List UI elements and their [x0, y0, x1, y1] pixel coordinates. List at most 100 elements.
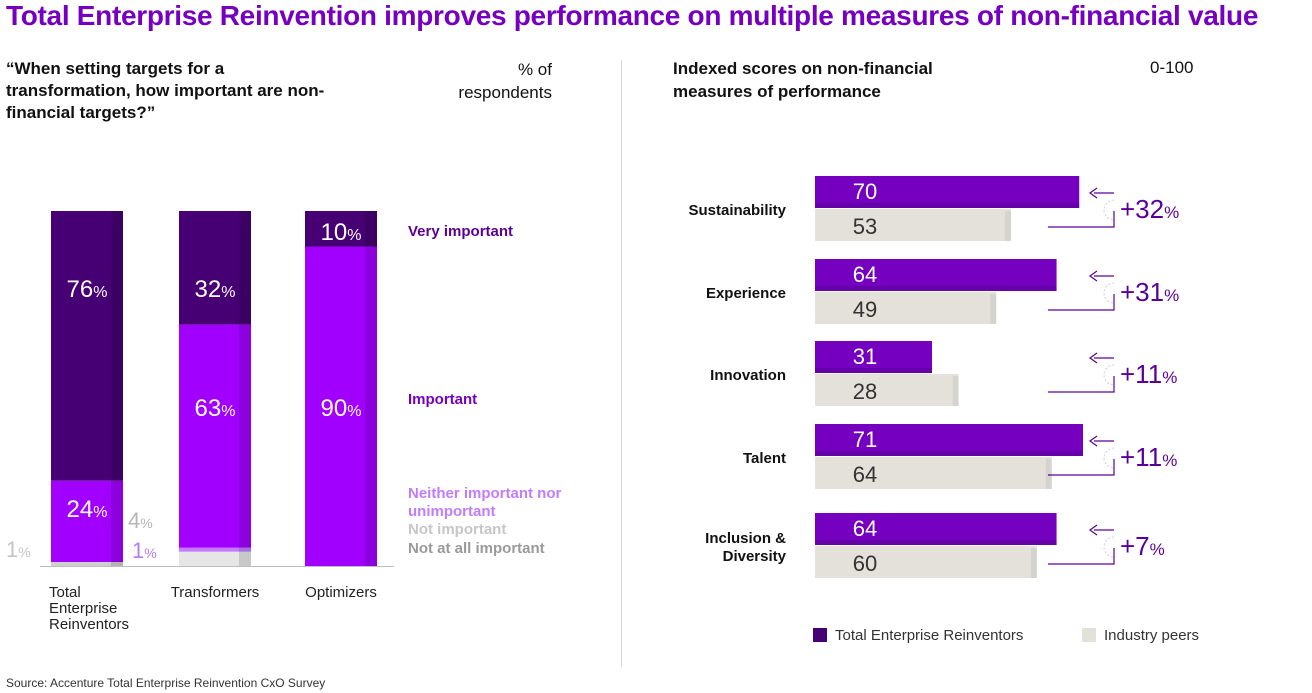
stack-segment-0-2	[305, 211, 377, 247]
connector-line-3	[1048, 459, 1115, 476]
ter-value-4: 64	[853, 516, 877, 541]
category-label-1: Transformers	[171, 584, 260, 601]
bar-shade-2	[365, 211, 377, 566]
peer-value-0: 53	[853, 214, 877, 239]
arrow-head-2	[1088, 352, 1098, 364]
difference-label-0: +32%	[1120, 194, 1179, 224]
series-label-4: Not at all important	[408, 540, 545, 557]
stack-segment-3-1	[179, 551, 251, 566]
arc-2	[1103, 364, 1115, 386]
ter-value-3: 71	[853, 427, 877, 452]
difference-label-2: +11%	[1120, 359, 1177, 389]
ter-bar-shade-3	[815, 451, 1083, 456]
data-label-tr-very: 32%	[195, 276, 236, 303]
category-label-0: Sustainability	[688, 202, 786, 219]
connector-line-1	[1048, 294, 1115, 311]
stack-segment-0-0	[51, 211, 123, 481]
ter-bar-0	[815, 176, 1080, 208]
ter-bar-shade-0	[815, 203, 1080, 208]
stack-segment-4-0	[51, 562, 123, 566]
data-label-tr-neither: 1%	[132, 538, 157, 563]
data-label-op-important: 90%	[321, 395, 362, 422]
difference-label-1: +31%	[1120, 277, 1179, 307]
arc-0	[1103, 199, 1115, 221]
connector-line-4	[1048, 548, 1115, 565]
page-title: Total Enterprise Reinvention improves pe…	[6, 0, 1259, 31]
legend-label-peers: Industry peers	[1104, 627, 1200, 644]
peer-bar-1	[815, 292, 997, 324]
peer-bar-3	[815, 457, 1052, 489]
arc-4	[1103, 536, 1115, 558]
peer-bar-shade-3	[1045, 459, 1052, 489]
peer-bar-4	[815, 546, 1037, 578]
category-label-0: Total	[49, 584, 81, 601]
peer-bar-shade-1	[990, 294, 997, 324]
left-chart-unit: % of respondents	[458, 60, 552, 102]
ter-bar-1	[815, 259, 1057, 291]
peer-value-3: 64	[853, 462, 877, 487]
arrow-head-4	[1088, 524, 1098, 536]
stack-segment-2-1	[179, 547, 251, 552]
ter-bar-shade-1	[815, 286, 1057, 291]
stack-segment-0-1	[179, 211, 251, 325]
stack-segment-1-1	[179, 324, 251, 548]
peer-bar-shade-2	[952, 376, 959, 406]
connector-line-0	[1048, 211, 1115, 228]
legend-item-ter: Total Enterprise Reinventors	[813, 627, 1023, 644]
category-label-4: Inclusion &	[705, 530, 786, 547]
right-chart-title: Indexed scores on non-financial measures…	[673, 59, 933, 101]
source-note: Source: Accenture Total Enterprise Reinv…	[6, 676, 326, 690]
peer-bar-2	[815, 374, 959, 406]
data-label-op-very: 10%	[321, 219, 362, 246]
data-label-ter-notatall: 1%	[6, 537, 31, 562]
peer-value-4: 60	[853, 551, 877, 576]
peer-bar-shade-4	[1030, 548, 1037, 578]
data-label-ter-very: 76%	[67, 276, 108, 303]
ter-bar-4	[815, 513, 1057, 545]
legend-label-ter: Total Enterprise Reinventors	[835, 627, 1024, 644]
divider	[621, 60, 622, 667]
peer-bar-shade-0	[1005, 211, 1012, 241]
arrow-head-3	[1088, 435, 1098, 447]
ter-value-0: 70	[853, 179, 877, 204]
legend-item-peers: Industry peers	[1082, 627, 1199, 644]
left-chart-question: “When setting targets for a transformati…	[6, 59, 325, 122]
series-label-0: Very important	[408, 223, 513, 240]
series-label-2: unimportant	[408, 503, 496, 520]
bar-shade-0	[111, 211, 123, 566]
ter-bar-2	[815, 341, 933, 373]
ter-bar-3	[815, 424, 1083, 456]
category-label-4: Diversity	[723, 548, 787, 565]
arc-1	[1103, 282, 1115, 304]
arrow-head-1	[1088, 270, 1098, 282]
ter-bar-shade-4	[815, 540, 1057, 545]
connector-line-2	[1048, 376, 1115, 393]
category-label-2: Innovation	[710, 367, 786, 384]
ter-value-1: 64	[853, 262, 877, 287]
right-chart-unit: 0-100	[1150, 58, 1194, 77]
bar-shade-1	[239, 211, 251, 566]
category-label-0: Enterprise	[49, 600, 117, 617]
category-label-1: Experience	[706, 285, 786, 302]
data-label-tr-important: 63%	[195, 395, 236, 422]
category-label-3: Talent	[743, 450, 786, 467]
category-label-2: Optimizers	[305, 584, 377, 601]
stack-segment-1-2	[305, 246, 377, 566]
peer-value-2: 28	[853, 379, 877, 404]
legend-swatch-peers	[1082, 628, 1096, 642]
difference-label-3: +11%	[1120, 442, 1177, 472]
peer-value-1: 49	[853, 297, 877, 322]
legend-swatch-ter	[813, 628, 827, 642]
category-label-0: Reinventors	[49, 616, 129, 633]
data-label-tr-notimportant: 4%	[128, 508, 153, 533]
series-label-3: Not important	[408, 521, 506, 538]
difference-label-4: +7%	[1120, 531, 1165, 561]
ter-bar-shade-2	[815, 368, 933, 373]
peer-bar-0	[815, 209, 1012, 241]
ter-value-2: 31	[853, 344, 877, 369]
arc-3	[1103, 447, 1115, 469]
series-label-1: Important	[408, 391, 477, 408]
data-label-ter-important: 24%	[67, 496, 108, 523]
